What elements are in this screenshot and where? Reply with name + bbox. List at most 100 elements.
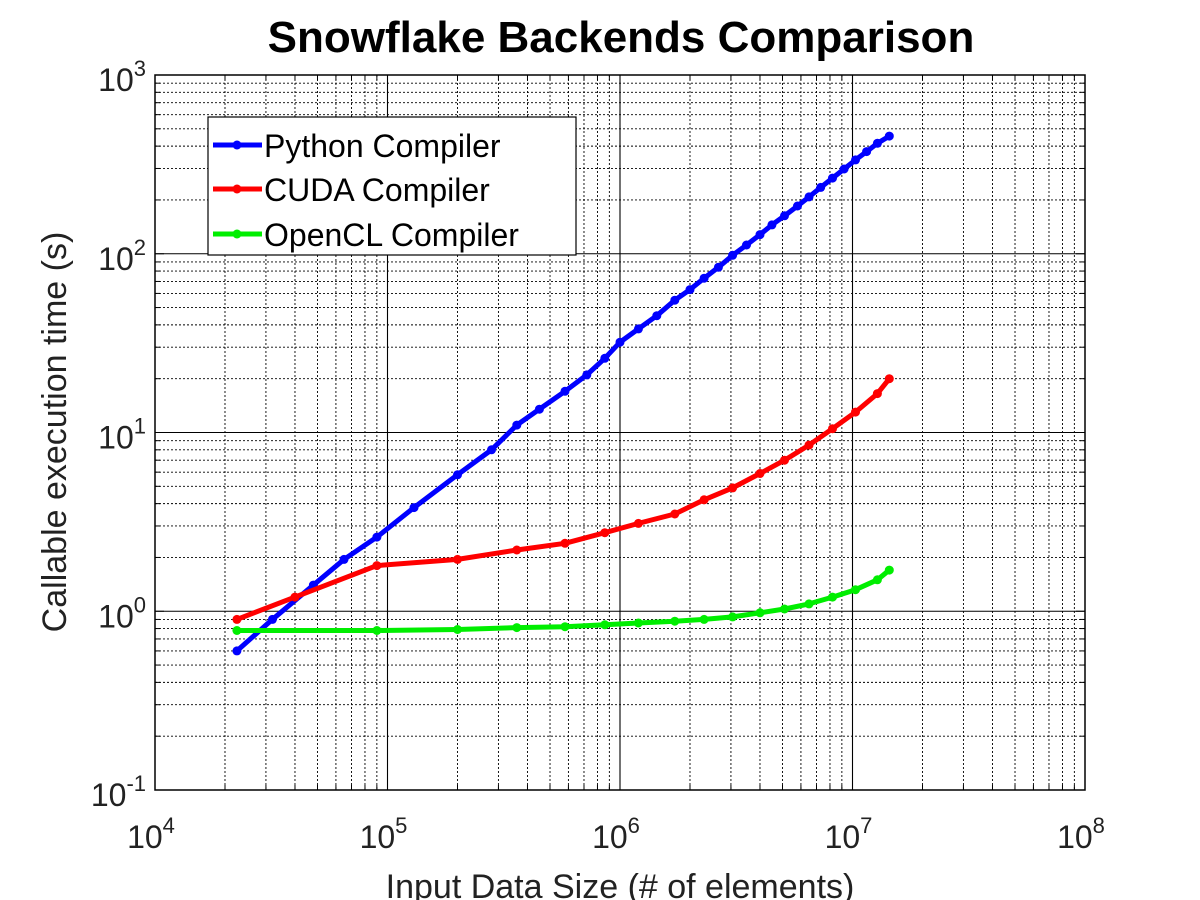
series-line — [234, 133, 892, 654]
x-tick-exponent: 8 — [1093, 813, 1105, 838]
data-point — [512, 623, 522, 633]
data-point — [828, 592, 837, 602]
data-point — [453, 625, 462, 634]
series-group — [232, 131, 894, 656]
data-point — [884, 131, 894, 141]
x-tick-base: 10 — [360, 819, 396, 855]
legend-box — [207, 116, 577, 256]
data-point — [652, 311, 662, 321]
x-tick-exponent: 6 — [628, 813, 640, 838]
data-point — [728, 483, 738, 493]
data-point — [884, 565, 894, 575]
data-point — [560, 538, 570, 548]
data-point — [872, 389, 882, 399]
x-tick-base: 10 — [127, 819, 163, 855]
data-point — [851, 407, 860, 417]
x-tick-base: 10 — [1057, 819, 1093, 855]
legend-entry-python: Python Compiler — [213, 128, 501, 164]
legend-label-opencl: OpenCL Compiler — [264, 217, 519, 253]
legend-marker-cuda — [232, 184, 242, 194]
data-point — [339, 554, 349, 564]
data-point — [755, 608, 765, 618]
data-point — [862, 147, 872, 157]
data-point — [742, 240, 751, 250]
x-tick-label: 108 — [1057, 813, 1105, 855]
x-tick-labels: 104 105 106 107 108 — [127, 813, 1105, 855]
data-point — [699, 273, 709, 283]
y-tick-label: 10-1 — [91, 771, 146, 813]
data-point — [487, 445, 496, 455]
data-point — [232, 614, 242, 624]
y-tick-exponent: 0 — [134, 592, 146, 617]
data-point — [600, 353, 610, 363]
legend-marker-python — [232, 140, 242, 150]
chart-title: Snowflake Backends Comparison — [268, 13, 975, 62]
data-point — [804, 599, 814, 609]
data-point — [728, 612, 738, 622]
data-point — [600, 528, 610, 538]
data-point — [767, 220, 777, 230]
data-point — [267, 614, 277, 624]
data-point — [755, 469, 765, 478]
data-point — [290, 592, 300, 602]
grid — [155, 75, 1085, 790]
data-point — [755, 230, 765, 240]
x-tick-label: 104 — [127, 813, 175, 855]
data-point — [685, 285, 695, 295]
legend-entry-cuda: CUDA Compiler — [213, 172, 490, 208]
series-line — [234, 376, 892, 622]
data-point — [804, 192, 814, 202]
data-point — [633, 324, 643, 334]
data-point — [453, 554, 462, 564]
legend-entry-opencl: OpenCL Compiler — [213, 217, 519, 253]
y-tick-base: 10 — [98, 598, 134, 634]
data-point — [232, 646, 242, 656]
y-tick-base: 10 — [91, 777, 127, 813]
x-tick-label: 106 — [592, 813, 640, 855]
data-point — [780, 211, 789, 221]
data-point — [512, 420, 522, 430]
data-point — [780, 604, 789, 614]
series-2 — [232, 374, 894, 624]
data-point — [582, 370, 592, 380]
y-tick-label: 100 — [98, 592, 146, 634]
x-tick-exponent: 7 — [860, 813, 872, 838]
data-point — [560, 386, 570, 396]
data-point — [409, 503, 419, 513]
legend-marker-opencl — [232, 229, 242, 239]
data-point — [600, 620, 610, 630]
data-point — [804, 440, 814, 450]
data-point — [699, 614, 709, 624]
data-point — [872, 138, 882, 148]
x-axis-label: Input Data Size (# of elements) — [386, 868, 855, 900]
x-tick-label: 105 — [360, 813, 408, 855]
x-tick-exponent: 5 — [395, 813, 407, 838]
data-point — [780, 455, 789, 465]
data-point — [560, 622, 570, 632]
data-point — [372, 532, 382, 542]
data-point — [828, 173, 837, 183]
y-tick-base: 10 — [98, 420, 134, 456]
data-point — [872, 575, 882, 585]
y-tick-exponent: 1 — [134, 414, 146, 439]
data-point — [884, 374, 894, 384]
y-tick-exponent: 2 — [134, 235, 146, 260]
data-point — [372, 561, 382, 571]
y-axis-label: Callable execution time (s) — [36, 232, 74, 633]
data-point — [851, 155, 860, 165]
data-point — [839, 164, 849, 174]
data-point — [232, 626, 242, 635]
data-point — [816, 182, 826, 192]
x-tick-base: 10 — [592, 819, 628, 855]
legend-label-python: Python Compiler — [264, 128, 501, 164]
series-3 — [232, 565, 894, 635]
y-tick-exponent: -1 — [126, 771, 146, 796]
y-tick-label: 101 — [98, 414, 146, 456]
data-point — [670, 616, 680, 626]
data-point — [372, 626, 382, 635]
data-point — [828, 424, 837, 434]
x-tick-label: 107 — [825, 813, 873, 855]
legend: Python Compiler CUDA Compiler OpenCL Com… — [207, 116, 577, 256]
y-tick-exponent: 3 — [134, 56, 146, 81]
